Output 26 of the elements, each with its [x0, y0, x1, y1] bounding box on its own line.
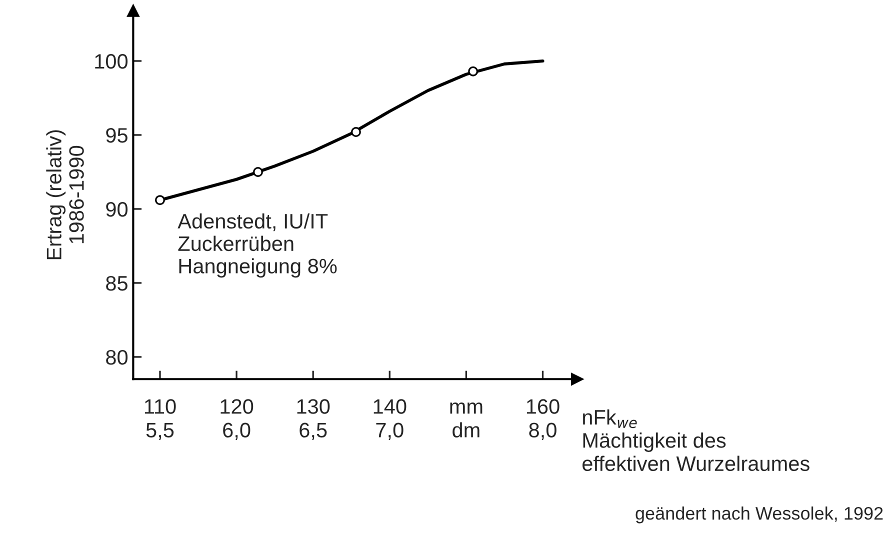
y-tick-label: 100 — [95, 54, 128, 69]
x-tick-label: mm — [450, 402, 482, 414]
x-tick-label: 140 — [374, 399, 406, 414]
point — [350, 127, 361, 138]
x2-axis-title: Mächtigkeit des effektiven Wurzelraumes — [582, 432, 810, 472]
y-tick-label: 90 — [106, 202, 128, 217]
point — [468, 66, 478, 76]
x-tick-label: 110 — [144, 399, 176, 414]
y-tick-label: 85 — [106, 276, 128, 291]
y-axis-title: Ertrag (relativ) 1986-1990 — [46, 130, 84, 260]
x2-tick-label: 8,0 — [529, 422, 556, 440]
point — [252, 166, 263, 177]
x-tick-label: 160 — [526, 399, 560, 414]
x2-tick-label: 6,5 — [300, 422, 327, 440]
annotation: Adenstedt, IU/IT Zuckerrüben Hangneigung 8% — [178, 213, 337, 278]
x2-tick-label: 7,0 — [376, 422, 404, 440]
point — [154, 195, 165, 206]
x-tick-label: 130 — [297, 399, 330, 414]
x2-tick-label: 6,0 — [223, 422, 250, 440]
y-tick-label: 80 — [106, 350, 128, 365]
x-axis-title: nFk$_{we}$ — [583, 409, 637, 428]
x2-tick-label: dm — [452, 422, 480, 438]
x-tick-label: 120 — [220, 399, 254, 414]
x2-tick-label: 5,5 — [146, 422, 174, 440]
y-tick-label: 95 — [106, 128, 128, 143]
text: geändert nach Wessolek, 1992 — [636, 506, 883, 524]
